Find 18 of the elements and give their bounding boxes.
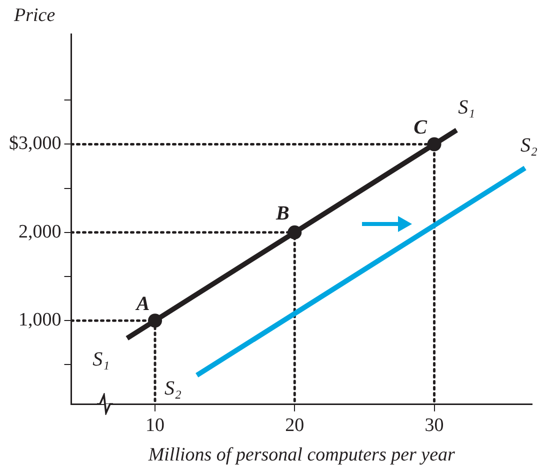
y-tick-label: 1,000	[18, 310, 62, 331]
x-tick-label: 20	[285, 414, 304, 436]
annotation: B	[274, 202, 290, 225]
annotation: S₂	[164, 378, 182, 400]
x-tick-label: 30	[424, 414, 444, 436]
point	[148, 314, 162, 328]
point	[427, 137, 442, 152]
annotation: S₁	[92, 348, 110, 371]
x-axis-title: Millions of personal computers per year	[147, 444, 456, 466]
y-tick-label: $3,000	[9, 133, 62, 154]
annotation: C	[414, 116, 428, 138]
x-tick-label: 10	[146, 414, 165, 436]
annotation: A	[134, 292, 150, 315]
y-tick-label: 2,000	[18, 221, 62, 242]
annotation: S₂	[520, 134, 538, 156]
y-axis-title: Price	[13, 5, 56, 26]
point	[288, 225, 302, 240]
annotation: S₁	[458, 96, 476, 118]
